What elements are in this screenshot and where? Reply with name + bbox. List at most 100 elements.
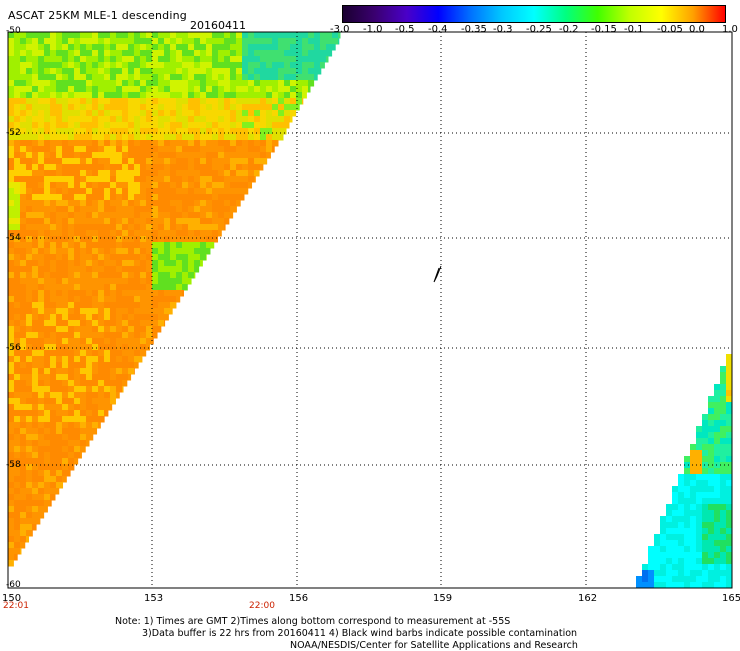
swath-cell [206,218,213,225]
swath-cell [194,80,201,87]
swath-cell [68,338,75,345]
swath-cell [684,516,691,523]
swath-cell [20,290,27,297]
swath-cell [14,194,21,201]
swath-cell [128,314,135,321]
swath-cell [74,68,81,75]
swath-cell [98,272,105,279]
swath-cell [92,128,99,135]
swath-cell [236,80,243,87]
swath-cell [188,110,195,117]
swath-cell [128,146,135,153]
swath-cell [660,552,667,559]
swath-cell [56,80,63,87]
swath-cell [702,540,709,547]
swath-cell [134,152,141,159]
swath-cell [158,80,165,87]
swath-cell [278,38,285,45]
swath-cell [32,428,39,435]
swath-cell [122,338,129,345]
swath-cell [20,380,27,387]
swath-cell [14,152,21,159]
swath-cell [308,44,315,51]
swath-cell [56,254,63,261]
colorbar-tick-label: 0.0 [689,24,705,35]
swath-cell [80,116,87,123]
swath-cell [32,68,39,75]
swath-cell [110,272,117,279]
swath-cell [62,374,69,381]
swath-cell [80,158,87,165]
swath-cell [182,122,189,129]
swath-cell [74,410,81,417]
swath-cell [80,422,87,429]
swath-cell [714,516,721,523]
swath-cell [62,314,69,321]
swath-cell [672,582,679,589]
swath-cell [708,570,715,577]
swath-cell [32,512,39,519]
swath-cell [98,110,105,117]
swath-cell [140,254,147,261]
swath-cell [158,116,165,123]
swath-cell [68,452,75,459]
swath-cell [164,32,171,39]
swath-cell [170,236,177,243]
swath-cell [68,272,75,279]
swath-cell [122,290,129,297]
swath-cell [8,410,15,417]
swath-cell [260,80,267,87]
swath-cell [696,480,703,487]
swath-cell [20,176,27,183]
swath-cell [38,314,45,321]
swath-cell [56,158,63,165]
swath-cell [98,182,105,189]
swath-cell [92,344,99,351]
swath-cell [134,134,141,141]
swath-cell [116,32,123,39]
swath-cell [182,248,189,255]
swath-cell [38,164,45,171]
swath-cell [104,350,111,357]
swath-cell [248,74,255,81]
swath-cell [726,438,733,445]
swath-cell [260,62,267,69]
swath-cell [32,176,39,183]
swath-cell [320,56,327,63]
swath-cell [176,164,183,171]
swath-cell [248,92,255,99]
swath-cell [32,230,39,237]
swath-cell [128,134,135,141]
swath-cell [86,50,93,57]
swath-cell [128,80,135,87]
swath-cell [164,176,171,183]
swath-cell [308,80,315,87]
swath-cell [104,272,111,279]
swath-cell [654,540,661,547]
swath-cell [26,518,33,525]
swath-cell [212,116,219,123]
swath-cell [188,86,195,93]
swath-cell [128,128,135,135]
swath-cell [44,80,51,87]
swath-cell [50,452,57,459]
swath-cell [74,254,81,261]
swath-cell [104,380,111,387]
swath-cell [62,386,69,393]
swath-cell [8,512,15,519]
swath-cell [176,44,183,51]
swath-cell [242,128,249,135]
swath-cell [44,194,51,201]
swath-cell [122,344,129,351]
swath-cell [158,278,165,285]
swath-cell [104,374,111,381]
swath-cell [74,296,81,303]
swath-cell [134,320,141,327]
swath-cell [248,38,255,45]
swath-cell [218,104,225,111]
swath-cell [104,164,111,171]
swath-cell [182,278,189,285]
swath-cell [708,546,715,553]
swath-cell [152,212,159,219]
swath-cell [98,260,105,267]
